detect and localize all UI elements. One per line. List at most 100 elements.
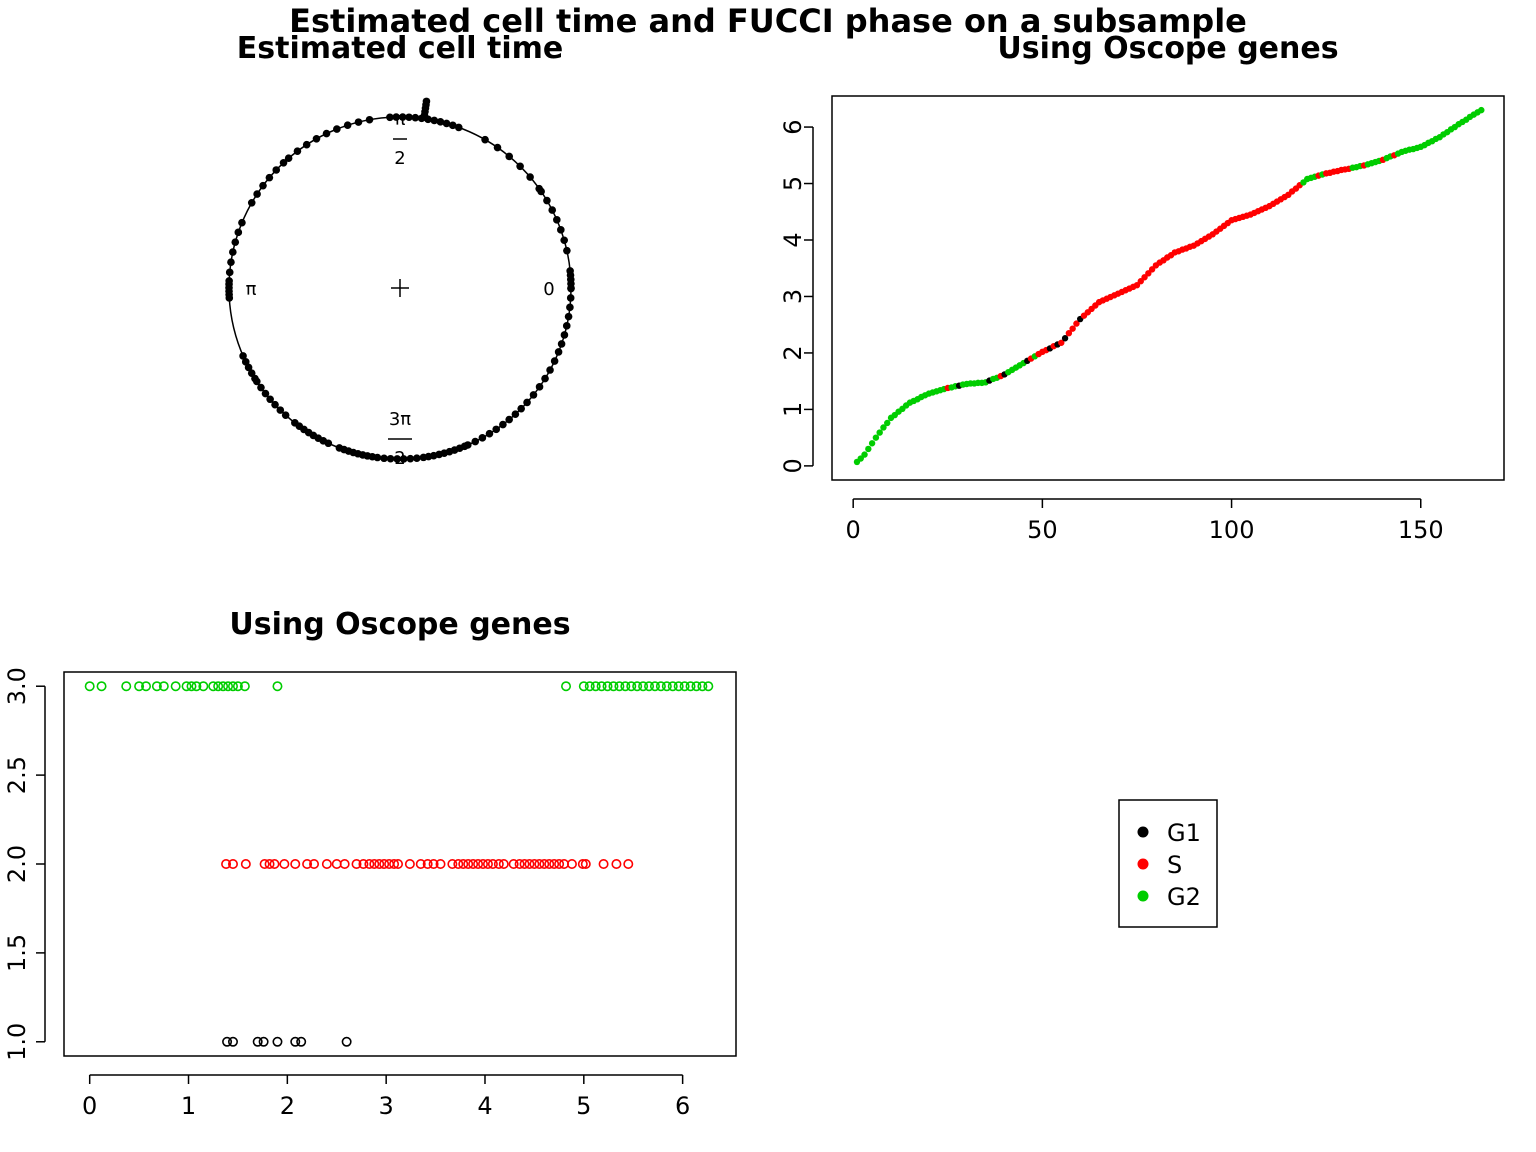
x-tick-label: 50 xyxy=(1027,516,1058,544)
scatter-point-s xyxy=(389,858,400,869)
scatter-point xyxy=(1061,335,1069,342)
circle-point xyxy=(225,294,234,302)
scatter-point-s xyxy=(227,858,238,869)
scatter-point-g2 xyxy=(685,681,696,692)
circle-point xyxy=(430,116,439,125)
scatter-point-s xyxy=(482,858,493,869)
circle-point xyxy=(471,437,480,446)
scatter-point-s xyxy=(468,858,479,869)
scatter-point-g1 xyxy=(272,1036,283,1047)
circle-point xyxy=(554,348,563,356)
scatter-point xyxy=(1145,270,1152,277)
circle-point xyxy=(312,134,321,143)
circle-point xyxy=(560,331,569,339)
circle-point xyxy=(227,258,235,266)
scatter-point xyxy=(872,434,880,441)
circle-point xyxy=(566,267,574,275)
circle-point xyxy=(253,377,261,386)
circle-point xyxy=(548,206,557,214)
circle-point xyxy=(523,398,531,407)
circle-point xyxy=(225,268,234,277)
scatter-point-g2 xyxy=(608,681,619,692)
scatter-point-s xyxy=(264,858,275,869)
panel-circular-title: Estimated cell time xyxy=(237,31,563,66)
circle-point xyxy=(231,238,240,246)
scatter-point-s xyxy=(498,858,509,869)
circle-point xyxy=(454,123,463,132)
scatter-point-g2 xyxy=(578,681,589,692)
points-top-right xyxy=(853,106,1485,466)
scatter-point-g2 xyxy=(673,681,684,692)
circle-point xyxy=(257,383,265,392)
scatter-point-s xyxy=(514,858,525,869)
angle-label-pi-over-2-den: 2 xyxy=(394,148,405,169)
y-tick-label: 0 xyxy=(779,458,807,473)
scatter-point-g2 xyxy=(223,681,234,692)
circle-point xyxy=(354,118,363,126)
circle-point xyxy=(562,322,571,330)
scatter-point xyxy=(884,419,891,427)
scatter-point-g2 xyxy=(679,681,690,692)
plot-frame-top-right xyxy=(831,95,1505,481)
circle-point xyxy=(553,216,561,224)
scatter-point-g2 xyxy=(638,681,649,692)
circle-point xyxy=(463,441,472,449)
scatter-point-s xyxy=(524,858,535,869)
circle-point xyxy=(392,113,401,121)
scatter-point-g2 xyxy=(632,681,643,692)
legend-marker-s xyxy=(1137,858,1149,870)
scatter-point-s xyxy=(422,858,433,869)
scatter-point-g2 xyxy=(198,681,209,692)
scatter-point-g2 xyxy=(561,681,572,692)
axes-top-right: 0 50 100 150 0 1 2 3 4 5 6 xyxy=(779,119,1444,544)
scatter-point-s xyxy=(463,858,474,869)
scatter-point-g2 xyxy=(134,681,145,692)
scatter-point-s xyxy=(358,858,369,869)
circle-point xyxy=(550,357,559,365)
figure-title: Estimated cell time and FUCCI phase on a… xyxy=(289,2,1247,40)
circle-point xyxy=(276,406,285,414)
scatter-point-g2 xyxy=(584,681,595,692)
circle-point xyxy=(517,404,525,413)
circle-point xyxy=(373,453,382,462)
scatter-point-s xyxy=(534,858,545,869)
scatter-point-g1 xyxy=(341,1036,352,1047)
scatter-point-g2 xyxy=(239,681,250,692)
panel-circular: Estimated cell time 0ππ23π2 xyxy=(225,31,575,469)
circle-point xyxy=(239,352,247,360)
scatter-point-g2 xyxy=(158,681,169,692)
legend-marker-g2 xyxy=(1137,890,1149,902)
scatter-point xyxy=(1069,325,1076,332)
scatter-point xyxy=(1141,274,1148,281)
circle-point xyxy=(529,391,538,399)
x-tick-label: 150 xyxy=(1398,516,1444,544)
circle-point xyxy=(566,294,575,302)
angle-label-0: 0 xyxy=(543,279,554,300)
scatter-point-g2 xyxy=(213,681,224,692)
circle-point xyxy=(516,162,524,171)
scatter-point-s xyxy=(580,858,591,869)
scatter-point-s xyxy=(473,858,484,869)
x-tick-label: 2 xyxy=(280,1092,295,1120)
scatter-point-s xyxy=(539,858,550,869)
circle-point xyxy=(566,303,574,312)
circle-point xyxy=(284,154,293,163)
circle-point xyxy=(380,454,388,463)
scatter-point-g1 xyxy=(290,1036,301,1047)
x-tick-label: 100 xyxy=(1209,516,1255,544)
legend-label-g2: G2 xyxy=(1167,883,1201,911)
circle-point xyxy=(442,119,451,128)
legend-label-s: S xyxy=(1167,851,1182,879)
circle-point xyxy=(259,181,267,190)
circle-point xyxy=(411,113,420,122)
circle-point xyxy=(247,198,256,207)
scatter-point-g2 xyxy=(218,681,229,692)
circle-point xyxy=(238,218,246,227)
scatter-point-s xyxy=(364,858,375,869)
scatter-point-s xyxy=(379,858,390,869)
circle-point xyxy=(499,420,507,429)
y-tick-label: 1.5 xyxy=(3,934,31,972)
legend-box xyxy=(1118,799,1218,928)
y-tick-label: 2 xyxy=(779,345,807,360)
panel-bottom-left: Using Oscope genes 0 1 2 3 4 5 6 1.0 1.5 2.0 2.5 3.… xyxy=(3,607,737,1120)
